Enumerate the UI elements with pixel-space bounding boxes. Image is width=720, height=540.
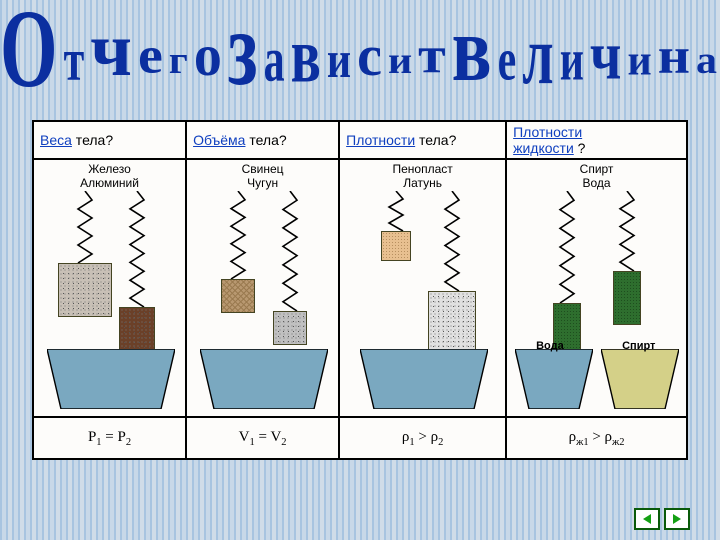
beaker <box>200 349 328 414</box>
spring <box>558 191 576 303</box>
column-header: Веса тела? <box>34 122 187 160</box>
springs-area <box>34 191 185 416</box>
springs-area <box>340 191 505 416</box>
condition-text: ρж1 > ρж2 <box>569 429 625 448</box>
next-button[interactable] <box>664 508 690 530</box>
beaker <box>360 349 488 414</box>
diagram-cell: ПенопластЛатунь <box>340 160 507 418</box>
materials-label: ПенопластЛатунь <box>392 162 452 191</box>
beaker <box>601 349 679 414</box>
spring <box>76 191 94 263</box>
page-title: От чего зависит величина <box>0 8 720 93</box>
weight-cube <box>381 231 411 261</box>
materials-label: СпиртВода <box>580 162 614 191</box>
prev-button[interactable] <box>634 508 660 530</box>
spring <box>443 191 461 291</box>
header-link[interactable]: Объёма <box>193 132 245 148</box>
condition-text: ρ1 > ρ2 <box>402 429 443 448</box>
weight-cube <box>58 263 112 317</box>
condition-cell: ρ1 > ρ2 <box>340 418 507 458</box>
condition-text: P1 = P2 <box>88 429 131 448</box>
header-link[interactable]: Плотности <box>346 132 415 148</box>
header-row: Веса тела?Объёма тела?Плотности тела?Пло… <box>34 122 686 160</box>
materials-label: СвинецЧугун <box>242 162 284 191</box>
weight-cube <box>221 279 255 313</box>
header-link[interactable]: Веса <box>40 132 72 148</box>
weight-cube <box>273 311 307 345</box>
spring <box>128 191 146 307</box>
header-link[interactable]: Плотности <box>513 124 582 140</box>
condition-row: P1 = P2 V1 = V2 ρ1 > ρ2 ρж1 > ρж2 <box>34 418 686 458</box>
spring <box>229 191 247 279</box>
liquid-label: Вода <box>536 340 564 352</box>
weight-cube <box>613 271 641 325</box>
header-link[interactable]: жидкости <box>513 140 574 156</box>
materials-label: ЖелезоАлюминий <box>80 162 139 191</box>
springs-area: Вода Спирт <box>507 191 686 416</box>
column-header: Объёма тела? <box>187 122 340 160</box>
condition-cell: ρж1 > ρж2 <box>507 418 686 458</box>
nav-buttons <box>634 508 690 530</box>
diagram-row: ЖелезоАлюминий СвинецЧугун ПенопластЛатунь… <box>34 160 686 418</box>
condition-text: V1 = V2 <box>239 429 287 448</box>
column-header: Плотности тела? <box>340 122 507 160</box>
springs-area <box>187 191 338 416</box>
diagram-cell: СвинецЧугун <box>187 160 340 418</box>
column-header: Плотностижидкости ? <box>507 122 686 160</box>
beaker <box>47 349 175 414</box>
spring <box>281 191 299 311</box>
spring <box>618 191 636 271</box>
beaker <box>515 349 593 414</box>
liquid-label: Спирт <box>622 340 655 352</box>
spring <box>387 191 405 231</box>
diagram-cell: ЖелезоАлюминий <box>34 160 187 418</box>
condition-cell: P1 = P2 <box>34 418 187 458</box>
weight-cube <box>428 291 476 355</box>
comparison-table: Веса тела?Объёма тела?Плотности тела?Пло… <box>32 120 688 460</box>
condition-cell: V1 = V2 <box>187 418 340 458</box>
diagram-cell: СпиртВода Вода Спирт <box>507 160 686 418</box>
